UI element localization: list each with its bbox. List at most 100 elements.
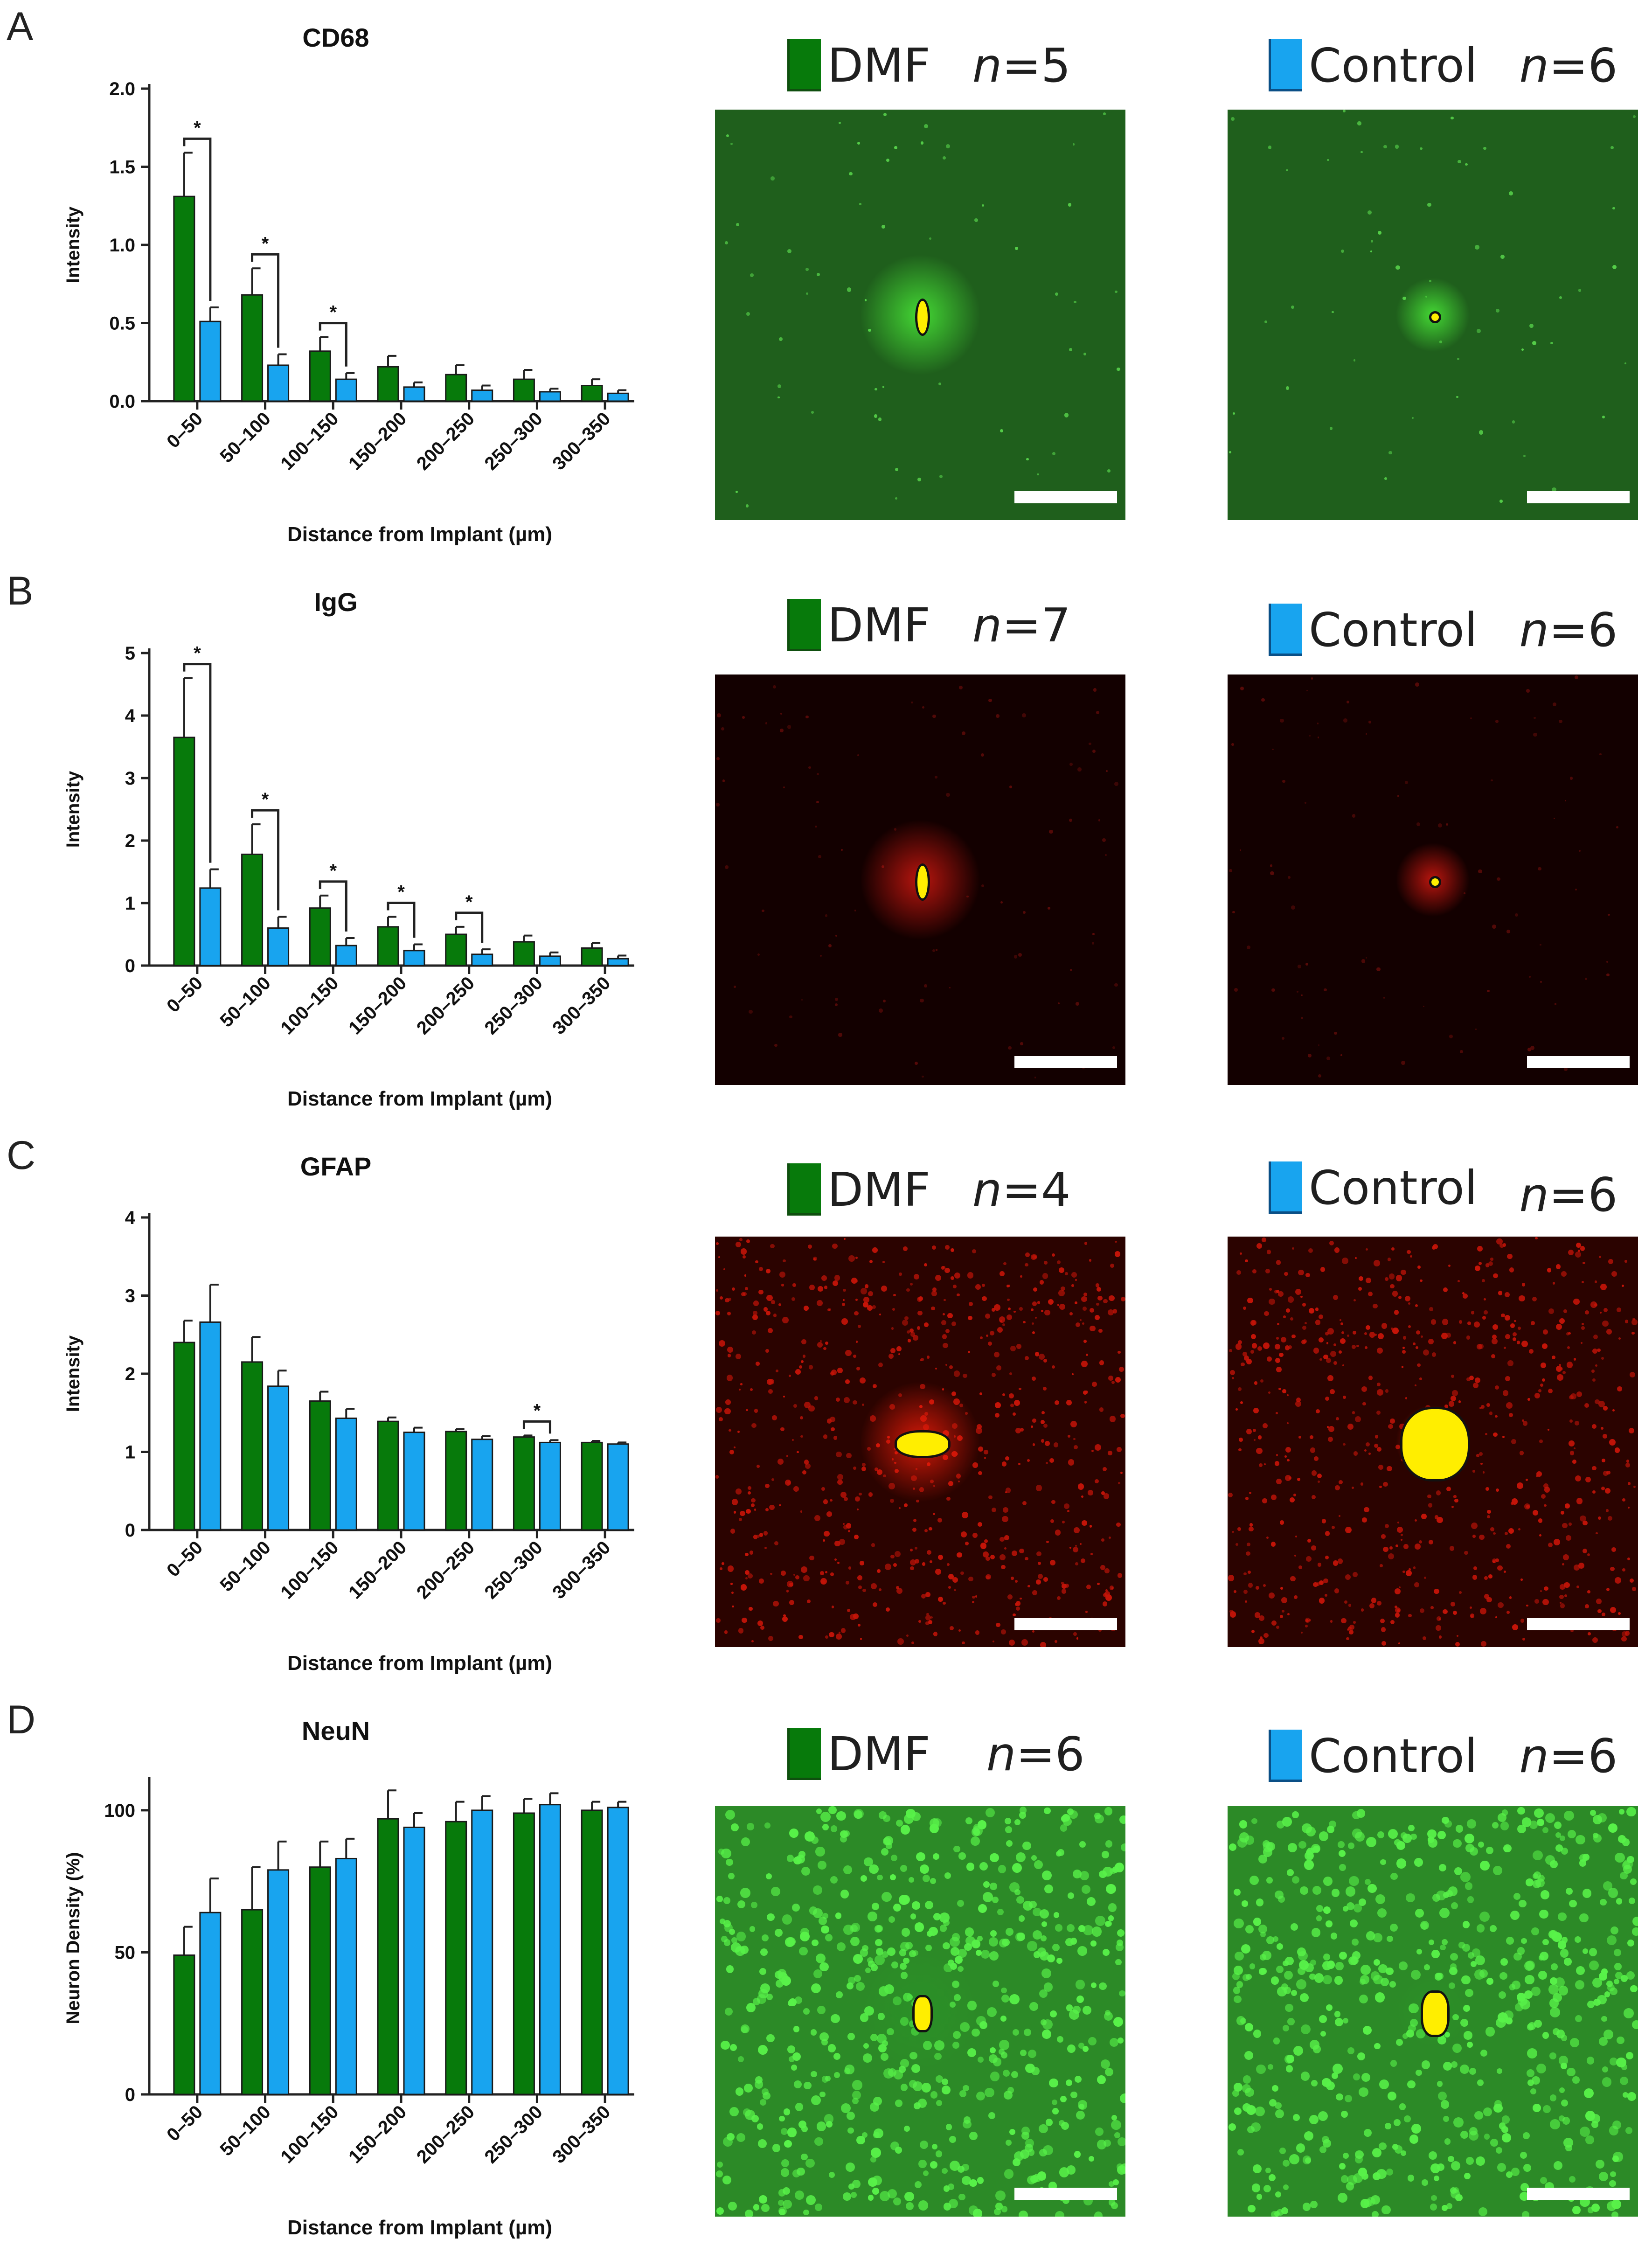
tissue-cell [1450,1546,1455,1551]
tissue-cell [1341,1331,1345,1335]
tissue-cell [1342,1364,1345,1367]
tissue-cell [1448,1401,1455,1407]
y-tick-label: 2 [125,831,135,851]
tissue-cell [1037,473,1039,476]
tissue-cell [1100,1565,1106,1570]
tissue-cell [1616,826,1619,828]
scale-bar [1527,1618,1630,1630]
tissue-cell [1529,976,1531,978]
tissue-cell [745,1570,750,1575]
tissue-cell [1377,1601,1381,1606]
tissue-cell [1056,1260,1061,1265]
tissue-cell [864,2006,874,2016]
tissue-cell [1317,723,1319,724]
tissue-cell [1615,1971,1623,1980]
tissue-cell [800,1360,804,1363]
tissue-cell [1558,1912,1567,1921]
tissue-cell [1357,2052,1365,2060]
tissue-cell [1292,2114,1300,2121]
tissue-cell [859,203,861,205]
tissue-cell [1560,2063,1567,2070]
tissue-cell [1344,1600,1347,1604]
tissue-cell [842,1299,845,1301]
tissue-cell [1526,1505,1530,1509]
tissue-cell [1458,1400,1461,1403]
tissue-cell [1442,2205,1448,2211]
tissue-cell [1063,1503,1069,1509]
x-tick-label: 300–350 [548,2101,614,2167]
tissue-cell [933,1632,938,1636]
tissue-cell [759,1533,764,1537]
tissue-cell [1480,2050,1488,2057]
dmf-n: n=7 [972,598,1071,653]
tissue-cell [1488,1261,1493,1266]
tissue-cell [1409,2003,1419,2013]
tissue-cell [1591,1424,1596,1429]
tissue-cell [1338,1350,1342,1354]
tissue-cell [1429,1307,1433,1311]
tissue-cell [816,1808,822,1815]
tissue-cell [871,2148,882,2158]
tissue-cell [739,1238,743,1241]
tissue-cell [1246,2105,1256,2115]
tissue-cell [1116,1943,1124,1951]
tissue-cell [1287,1869,1294,1877]
tissue-cell [1552,1282,1555,1285]
bar-control [403,1826,425,2095]
tissue-cell [1365,1346,1368,1349]
tissue-cell [1493,1532,1496,1535]
tissue-cell [1016,1344,1022,1349]
tissue-cell [1429,1940,1435,1946]
tissue-cell [1450,1395,1456,1402]
tissue-cell [1599,2037,1608,2046]
tissue-cell [1278,1291,1284,1297]
tissue-cell [1323,1354,1328,1360]
tissue-cell [953,1845,960,1852]
tissue-cell [895,467,899,471]
tissue-cell [1353,359,1355,362]
tissue-cell [1073,1438,1076,1440]
tissue-cell [831,1427,835,1432]
tissue-cell [786,1455,789,1457]
tissue-cell [1069,818,1072,822]
tissue-cell [1630,1578,1634,1583]
tissue-cell [763,1531,768,1536]
tissue-cell [787,249,792,254]
tissue-cell [1027,1585,1030,1588]
tissue-cell [1411,1970,1421,1980]
tissue-cell [858,1325,861,1328]
tissue-cell [1517,1947,1525,1955]
tissue-cell [1509,1412,1513,1417]
tissue-cell [922,1562,926,1566]
tissue-cell [922,1075,924,1078]
bar-dmf [513,1436,535,1531]
panel-a: A CD68 0.0 0.5 1.0 1.5 2.0 Intensity 0–50 50–100… [0,0,1652,560]
tissue-cell [923,1263,928,1267]
tissue-cell [1576,1498,1583,1504]
tissue-cell [1249,1526,1254,1532]
tissue-cell [1455,1825,1464,1833]
tissue-cell [788,1374,791,1377]
bar-control [607,392,629,402]
tissue-cell [1247,1297,1253,1304]
tissue-cell [1304,1860,1314,1870]
tissue-cell [1042,1386,1047,1391]
tissue-cell [839,1539,845,1545]
tissue-cell [1498,1991,1506,1999]
tissue-cell [1366,1836,1376,1847]
tissue-cell [990,1853,999,1863]
tissue-cell [809,1284,815,1290]
tissue-cell [953,1370,960,1377]
tissue-cell [716,1618,721,1623]
tissue-cell [1512,1980,1521,1989]
tissue-cell [1592,1977,1603,1988]
tissue-cell [1583,1520,1588,1525]
x-tick-label: 150–200 [345,408,410,474]
tissue-cell [1438,1635,1442,1639]
tissue-cell [791,1297,796,1301]
tissue-cell [1012,1412,1016,1416]
tissue-cell [1263,1584,1266,1587]
tissue-cell [983,1881,990,1888]
tissue-cell [1491,779,1493,782]
